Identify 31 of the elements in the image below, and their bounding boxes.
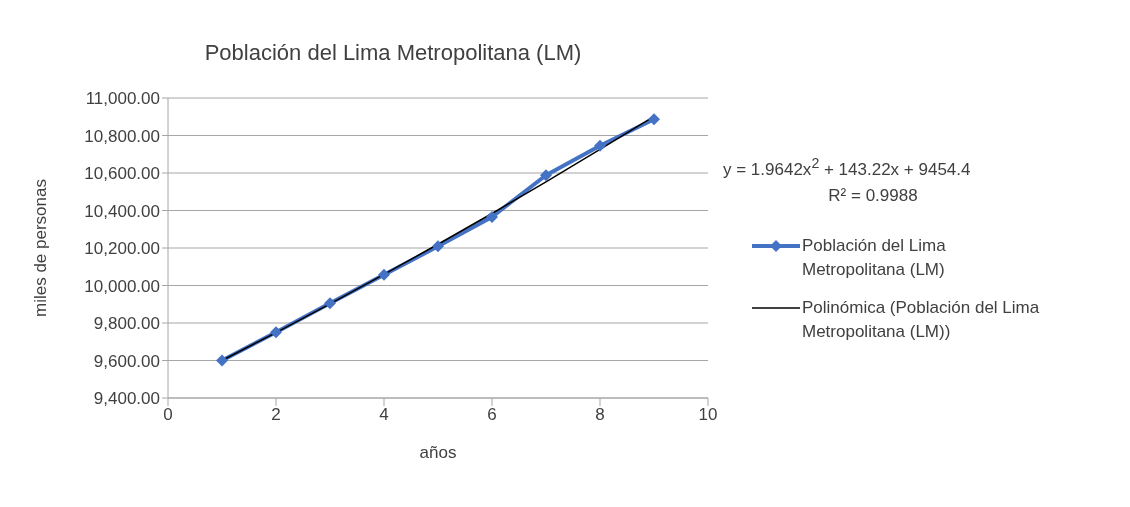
y-tick-label: 10,400.00 — [84, 201, 160, 221]
x-tick-label: 10 — [698, 405, 718, 425]
y-tick-label: 9,800.00 — [93, 314, 160, 334]
y-tick-label: 11,000.00 — [85, 89, 160, 109]
point — [216, 354, 228, 367]
point — [378, 268, 390, 281]
x-tick-label: 0 — [163, 405, 173, 425]
point — [270, 326, 282, 339]
text: R² = 0.9988 — [827, 184, 919, 207]
y-axis-title: miles de personas — [31, 179, 51, 317]
point — [540, 169, 552, 182]
point — [432, 240, 444, 253]
x-tick-label: 2 — [271, 405, 281, 425]
x-tick-label: 8 — [595, 405, 605, 425]
x-axis-title: años — [419, 443, 457, 462]
chart-title: Población del Lima Metropolitana (LM) — [203, 40, 583, 66]
text: y = 1.9642x$^{2}$ + 143.22x + 9454.4 — [723, 154, 972, 181]
y-tick-label: 10,800.00 — [84, 126, 160, 146]
point — [486, 210, 498, 223]
point — [594, 139, 606, 152]
x-tick-label: 6 — [487, 405, 497, 425]
y-tick-label: 10,600.00 — [84, 164, 160, 184]
point — [324, 297, 336, 310]
legend-label: Polinómica (Población del Lima Metropolitana (LM)) — [802, 297, 1041, 343]
y-tick-label: 9,600.00 — [93, 351, 160, 371]
y-tick-label: 10,000.00 — [84, 276, 160, 296]
legend-label: Población del Lima Metropolitana (LM) — [802, 235, 947, 281]
y-tick-label: 10,200.00 — [84, 239, 160, 259]
y-tick-label: 9,400.00 — [93, 389, 160, 409]
point — [648, 113, 660, 126]
x-tick-label: 4 — [379, 405, 389, 425]
